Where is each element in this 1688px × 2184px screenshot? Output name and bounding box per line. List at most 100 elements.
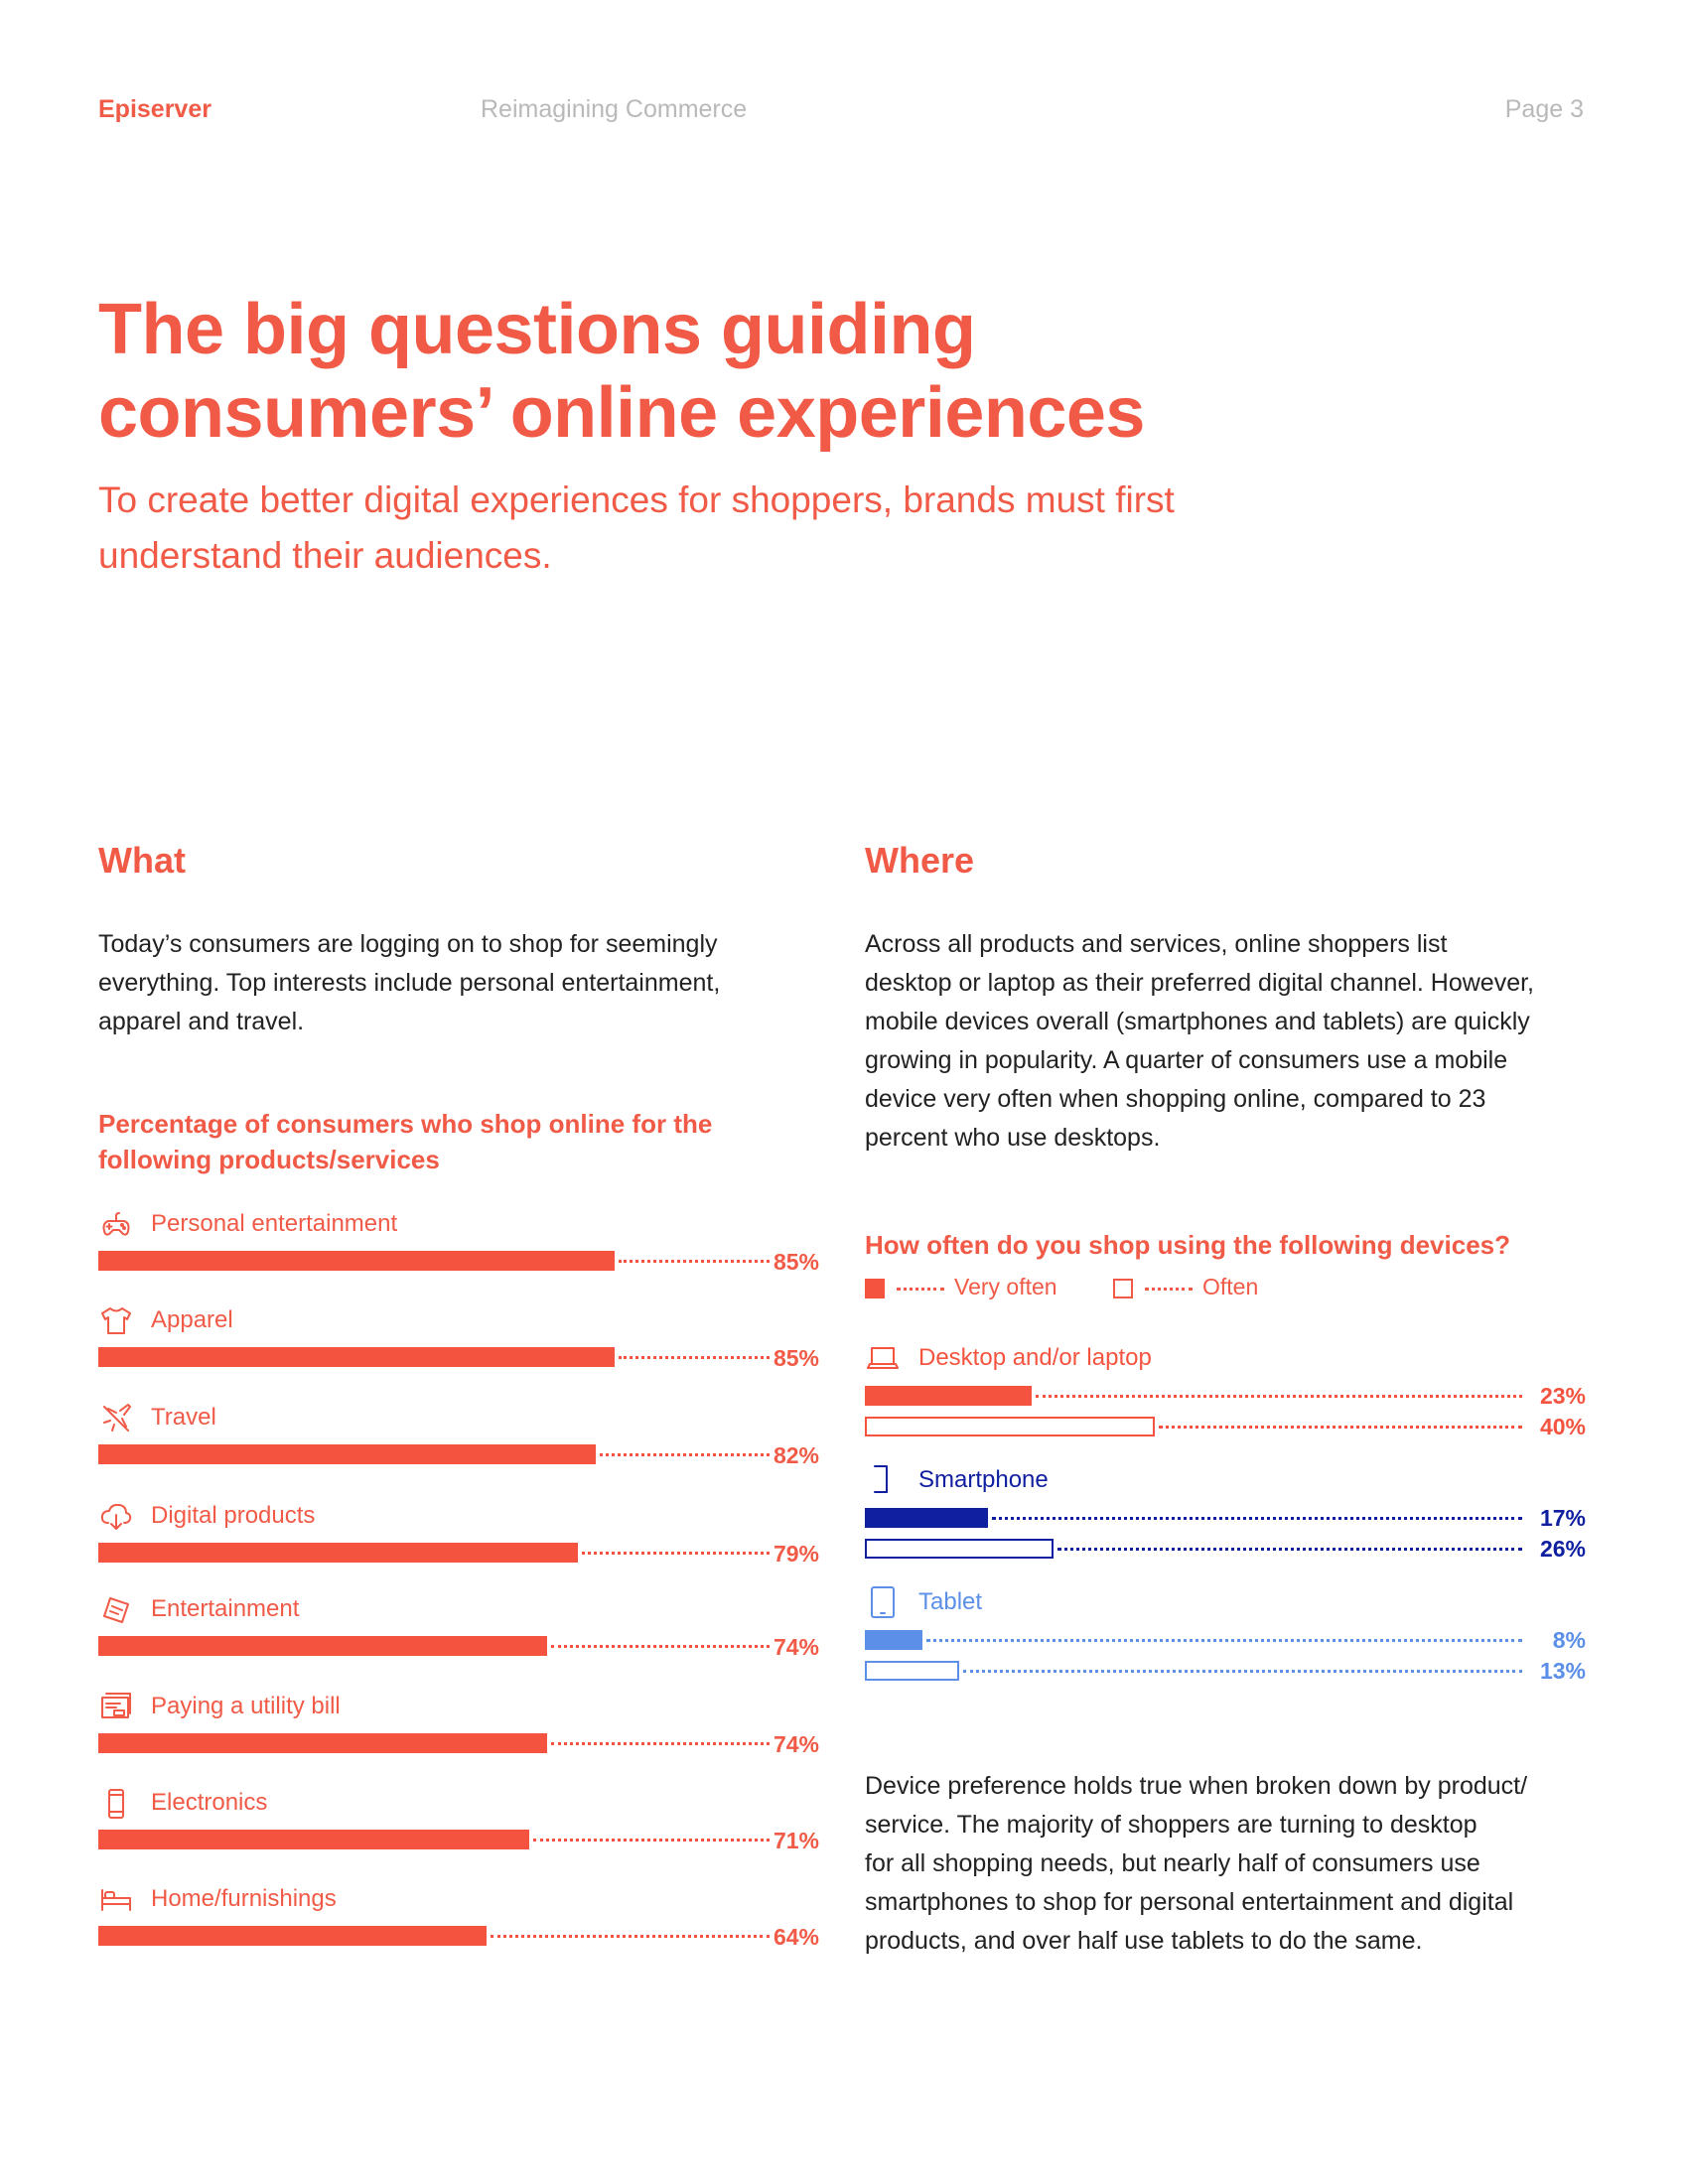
where-footer-line: service. The majority of shoppers are tu…	[865, 1811, 1477, 1839]
where-body-line: Across all products and services, online…	[865, 930, 1448, 958]
device-leader-dots	[963, 1670, 1522, 1673]
gamepad-icon	[98, 1207, 134, 1241]
page-number: Page 3	[1504, 95, 1584, 123]
product-label: Digital products	[151, 1502, 316, 1529]
legend-dots	[1145, 1288, 1193, 1291]
laptop-icon	[865, 1340, 901, 1376]
where-heading: Where	[865, 840, 975, 881]
where-footer-line: smartphones to shop for personal enterta…	[865, 1888, 1514, 1916]
device-bar-very-often	[865, 1386, 1032, 1406]
where-footer-line: Device preference holds true when broken…	[865, 1772, 1528, 1800]
device-leader-dots	[926, 1639, 1522, 1642]
bed-icon	[98, 1882, 134, 1916]
device-value: 40%	[1539, 1414, 1586, 1439]
product-value: 85%	[773, 1345, 819, 1371]
device-value: 13%	[1539, 1658, 1586, 1684]
what-body-line: Today’s consumers are logging on to shop…	[98, 930, 718, 958]
device-group: Tablet 8% 13%	[865, 1584, 1586, 1704]
product-value: 71%	[773, 1828, 819, 1853]
page-subtitle: To create better digital experiences for…	[98, 473, 1290, 584]
device-bar-very-often	[865, 1508, 988, 1528]
plane-icon	[98, 1401, 134, 1434]
receipt-icon	[98, 1690, 134, 1723]
device-group: Smartphone 17% 26%	[865, 1462, 1586, 1581]
product-bar	[98, 1251, 615, 1271]
device-value: 26%	[1539, 1536, 1586, 1562]
product-label: Apparel	[151, 1306, 233, 1333]
product-leader-dots	[582, 1552, 770, 1555]
product-bar	[98, 1733, 547, 1753]
product-value: 79%	[773, 1541, 819, 1567]
devices-chart-title-line: How often do you shop using the followin…	[865, 1230, 1510, 1260]
product-bar	[98, 1347, 615, 1367]
product-value: 64%	[773, 1924, 819, 1950]
product-row: Apparel 85%	[98, 1303, 819, 1375]
what-heading: What	[98, 840, 186, 881]
device-bar-often	[865, 1417, 1155, 1436]
brand-logo-text: Episerver	[98, 95, 211, 123]
product-bar	[98, 1543, 578, 1563]
page-subtitle-line: To create better digital experiences for…	[98, 479, 1175, 520]
product-leader-dots	[619, 1260, 770, 1263]
product-row: Home/furnishings 64%	[98, 1882, 819, 1954]
product-bar	[98, 1926, 487, 1946]
device-leader-dots	[1159, 1426, 1522, 1429]
product-label: Home/furnishings	[151, 1885, 337, 1912]
product-row: Digital products 79%	[98, 1499, 819, 1570]
devices-chart-title: How often do you shop using the followin…	[865, 1227, 1510, 1263]
product-row: Paying a utility bill 74%	[98, 1690, 819, 1761]
legend-label: Often	[1202, 1274, 1259, 1299]
product-label: Personal entertainment	[151, 1210, 398, 1237]
product-label: Travel	[151, 1404, 216, 1431]
device-bar-often	[865, 1661, 959, 1681]
cloud-download-icon	[98, 1499, 134, 1533]
product-label: Electronics	[151, 1789, 268, 1816]
product-label: Entertainment	[151, 1595, 300, 1622]
device-label: Desktop and/or laptop	[918, 1344, 1152, 1371]
page-title-line: consumers’ online experiences	[98, 373, 1145, 453]
tablet-icon	[865, 1584, 901, 1620]
device-bar-very-often	[865, 1630, 922, 1650]
product-row: Personal entertainment 85%	[98, 1207, 819, 1279]
product-bar	[98, 1636, 547, 1656]
where-footer-line: products, and over half use tablets to d…	[865, 1927, 1423, 1955]
smartphone-icon	[865, 1462, 901, 1498]
where-body: Across all products and services, online…	[865, 925, 1534, 1158]
where-body-line: device very often when shopping online, …	[865, 1085, 1486, 1113]
product-leader-dots	[551, 1742, 770, 1745]
product-bar	[98, 1830, 529, 1849]
legend-swatch-filled	[865, 1279, 885, 1298]
device-value: 8%	[1552, 1627, 1586, 1653]
product-row: Electronics 71%	[98, 1786, 819, 1857]
device-label: Tablet	[918, 1588, 983, 1615]
legend-dots	[897, 1288, 944, 1291]
product-leader-dots	[551, 1645, 770, 1648]
where-body-line: desktop or laptop as their preferred dig…	[865, 969, 1534, 997]
product-bar	[98, 1444, 596, 1464]
page-subtitle-line: understand their audiences.	[98, 535, 552, 576]
what-body: Today’s consumers are logging on to shop…	[98, 925, 720, 1041]
where-body-line: mobile devices overall (smartphones and …	[865, 1008, 1530, 1035]
legend-swatch-outline	[1113, 1279, 1133, 1298]
product-row: Travel 82%	[98, 1401, 819, 1472]
tshirt-icon	[98, 1303, 134, 1337]
page-title: The big questions guiding consumers’ onl…	[98, 288, 1389, 455]
product-row: Entertainment 74%	[98, 1592, 819, 1664]
device-leader-dots	[1057, 1548, 1522, 1551]
device-value: 23%	[1539, 1383, 1586, 1409]
device-leader-dots	[992, 1517, 1522, 1520]
product-label: Paying a utility bill	[151, 1693, 341, 1719]
where-footer: Device preference holds true when broken…	[865, 1767, 1527, 1961]
legend-label: Very often	[954, 1274, 1057, 1299]
page-title-line: The big questions guiding	[98, 290, 976, 369]
what-body-line: apparel and travel.	[98, 1008, 305, 1035]
what-body-line: everything. Top interests include person…	[98, 969, 721, 997]
products-chart-title: Percentage of consumers who shop online …	[98, 1106, 712, 1177]
products-chart-title-line: Percentage of consumers who shop online …	[98, 1109, 713, 1139]
ticket-icon	[98, 1592, 134, 1626]
product-value: 82%	[773, 1442, 819, 1468]
product-value: 74%	[773, 1731, 819, 1757]
device-value: 17%	[1539, 1505, 1586, 1531]
device-group: Desktop and/or laptop 23% 40%	[865, 1340, 1586, 1459]
where-body-line: percent who use desktops.	[865, 1124, 1161, 1152]
